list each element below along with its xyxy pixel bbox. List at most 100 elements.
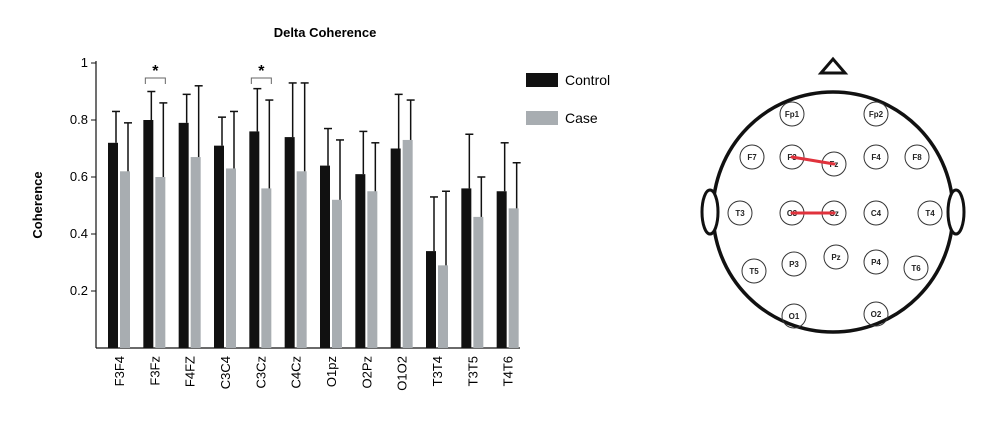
y-tick-label: 0.4 [70, 226, 88, 241]
bar-case [190, 157, 201, 348]
head-outline [700, 56, 966, 334]
bar-control [355, 174, 366, 348]
electrode: Fp1 [779, 101, 805, 127]
electrode-circle [863, 200, 889, 226]
electrode-label: F4 [871, 153, 881, 162]
coherence-bar-chart: Delta Coherence Coherence 0.20.40.60.81 … [30, 25, 610, 391]
electrode-circle [903, 255, 929, 281]
bar-control [249, 131, 260, 348]
electrode-label: O1 [789, 312, 800, 321]
bar-control [143, 120, 154, 348]
chart-title: Delta Coherence [274, 25, 377, 40]
bar-case [367, 191, 378, 348]
right-ear-icon [946, 188, 966, 236]
legend-label: Case [565, 110, 598, 126]
bar-case [438, 265, 448, 348]
electrode-label: Fp2 [869, 110, 884, 119]
electrode: P3 [781, 251, 807, 277]
significance-bracket [250, 77, 272, 84]
bar-control [390, 148, 401, 348]
electrode: F8 [904, 144, 930, 170]
legend: Control Case [526, 72, 610, 126]
electrode-label: T6 [911, 264, 921, 273]
bar-control [320, 165, 330, 348]
electrode-label: T3 [735, 209, 745, 218]
legend-label: Control [565, 72, 610, 88]
electrode: T3 [727, 200, 753, 226]
electrode-circle [863, 101, 889, 127]
left-ear-icon [700, 188, 720, 236]
electrode-circle [863, 144, 889, 170]
y-tick-label: 0.8 [70, 112, 88, 127]
electrode-circle [821, 151, 847, 177]
electrode-circle [739, 144, 765, 170]
bar-case [261, 188, 272, 348]
x-tick-label: F3Fz [147, 356, 162, 386]
x-tick-label: T3T4 [430, 356, 445, 386]
x-tick-label: F4FZ [183, 356, 198, 387]
electrode: T5 [741, 258, 767, 284]
bar-case [332, 199, 342, 348]
bar-control [426, 251, 436, 348]
bar-case [226, 168, 236, 348]
bar-case [402, 139, 413, 348]
significance-star: * [152, 63, 159, 80]
bar-case [296, 171, 307, 348]
bar-control [496, 191, 507, 348]
electrode-circle [727, 200, 753, 226]
x-tick-label: T4T6 [501, 356, 516, 386]
bar-case [508, 208, 519, 348]
electrode-circle [781, 251, 807, 277]
electrode-label: F7 [747, 153, 757, 162]
x-tick-label: C4Cz [289, 356, 304, 389]
electrode-circle [823, 244, 849, 270]
y-tick-label: 0.2 [70, 283, 88, 298]
electrode-label: Pz [831, 253, 840, 262]
y-axis-label: Coherence [30, 171, 45, 238]
chart-axes: 0.2 0.4 0.6 0.8 1 [70, 55, 520, 349]
x-tick-labels: F3F4 F3Fz F4FZ C3C4 C3Cz C4Cz O1pz O2Pz O1O2 T3T4… [112, 356, 516, 391]
significance-star: * [258, 63, 265, 80]
legend-swatch [526, 111, 558, 125]
x-tick-label: C3C4 [218, 356, 233, 389]
bar-case [473, 216, 484, 348]
x-tick-label: O1pz [324, 356, 339, 387]
bar-control [284, 137, 295, 348]
electrode-circle [863, 301, 889, 327]
bar-control [461, 188, 472, 348]
electrode-label: T4 [925, 209, 935, 218]
electrode-circle [904, 144, 930, 170]
electrode-label: P3 [789, 260, 799, 269]
electrode: F7 [739, 144, 765, 170]
electrode-circle [779, 101, 805, 127]
x-tick-label: C3Cz [253, 356, 268, 389]
electrode: T4 [917, 200, 943, 226]
electrode-label: P4 [871, 258, 881, 267]
bar-control [108, 142, 118, 348]
bar-control [178, 122, 189, 348]
electrode-label: T5 [749, 267, 759, 276]
significance-markers: * * [144, 63, 272, 84]
x-tick-label: T3T5 [465, 356, 480, 386]
electrode: Pz [823, 244, 849, 270]
electrode-label: F8 [912, 153, 922, 162]
electrode-circle [781, 303, 807, 329]
electrode-label: C4 [871, 209, 882, 218]
x-tick-label: O2Pz [359, 356, 374, 389]
bar-case [155, 177, 166, 348]
electrode-circle [779, 144, 805, 170]
electrode-label: O2 [871, 310, 882, 319]
y-tick-label: 1 [81, 55, 88, 70]
electrode: O2 [863, 301, 889, 327]
electrode-connections [790, 155, 836, 215]
x-tick-label: O1O2 [395, 356, 410, 391]
x-tick-label: F3F4 [112, 356, 127, 386]
electrode-circle [741, 258, 767, 284]
electrode: O1 [781, 303, 807, 329]
electrode: F4 [863, 144, 889, 170]
electrode: C4 [863, 200, 889, 226]
nose-icon [817, 56, 849, 75]
legend-swatch [526, 73, 558, 87]
electrodes: Fp1Fp2F7F3FzF4F8T3C3CzC4T4T5P3PzP4T6O1O2 [727, 101, 943, 329]
electrode: T6 [903, 255, 929, 281]
